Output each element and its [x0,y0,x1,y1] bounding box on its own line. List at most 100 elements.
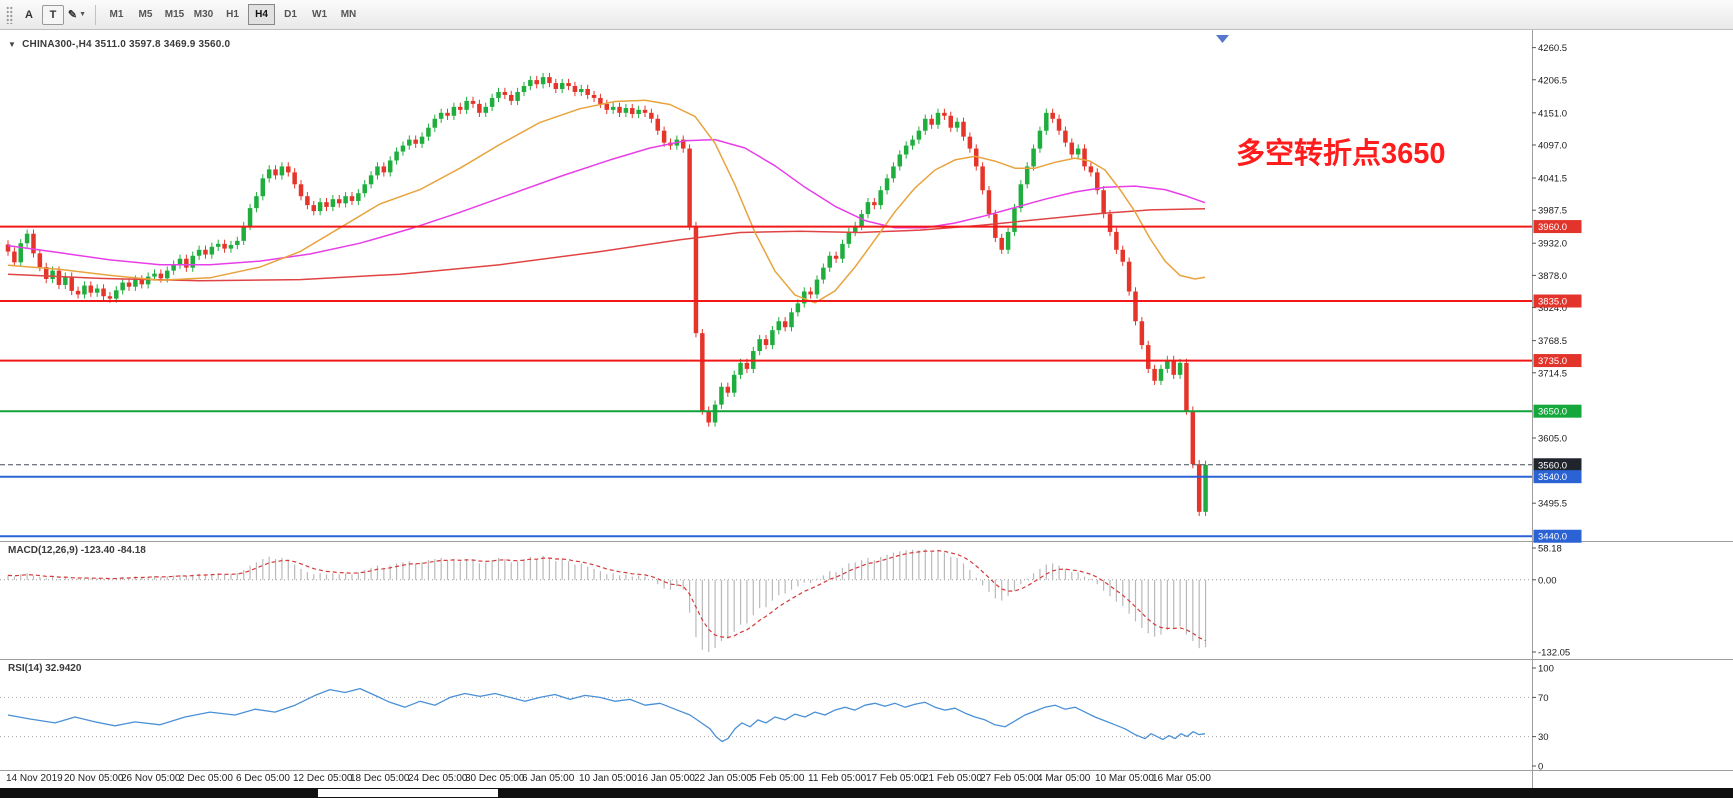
time-axis[interactable]: 14 Nov 2019 20 Nov 05:00 26 Nov 05:00 2 Dec… [0,773,1733,788]
candle-body [808,291,813,295]
price-axis-label: 3495.5 [1538,499,1567,510]
candle-body [954,121,960,128]
candle-body [464,100,469,110]
taskbar[interactable] [0,788,1733,798]
candle-body [171,264,176,271]
chart-annotation-text[interactable]: 多空转折点3650 [1236,138,1446,170]
taskbar-active-window[interactable] [318,789,498,797]
time-axis-label: 22 Jan 05:00 [694,773,752,784]
candle-body [37,253,43,268]
candle-body [878,190,883,206]
tf-button-mn[interactable]: MN [340,9,357,20]
candle-body [776,321,782,331]
candle-body [782,321,788,328]
price-axis-label: 4206.5 [1538,75,1567,86]
tf-button-w1[interactable]: W1 [312,9,327,20]
candle-body [744,362,750,369]
candle-body [260,178,266,197]
collapse-triangle-icon[interactable]: ▼ [8,40,17,49]
candle-body [961,121,966,137]
tf-button-m30[interactable]: M30 [193,9,214,20]
tf-button-m5[interactable]: M5 [138,9,153,20]
candle-body [948,115,954,128]
chart-title: ▼ CHINA300-,H4 3511.0 3597.8 3469.9 3560… [8,39,230,50]
candle-body [763,339,769,346]
candle-body [413,139,418,144]
chart-ohlc-values: 3511.0 3597.8 3469.9 3560.0 [94,39,231,50]
candle-body [859,214,864,226]
tf-button-m15[interactable]: M15 [164,9,185,20]
candle-body [910,139,915,146]
candle-body [1120,249,1125,262]
macd-axis-label: 0.00 [1538,575,1557,586]
price-badge-label: 3735.0 [1538,356,1567,367]
price-badge-label: 3540.0 [1538,472,1567,483]
candle-body [852,225,858,232]
candle-body [1056,118,1062,131]
candle-body [209,246,215,255]
chart-shift-marker-icon[interactable] [1216,35,1229,43]
candle-body [1024,166,1030,185]
candle-body [999,237,1004,250]
candle-body [50,270,55,279]
candle-body [547,77,552,84]
text-tool-button[interactable]: T [42,4,64,25]
candle-body [572,86,578,92]
tf-button-d1[interactable]: D1 [284,9,297,20]
toolbar-separator [95,4,96,25]
candle-body [362,184,367,194]
candle-body [973,148,979,167]
price-axis-label: 3987.5 [1538,206,1567,217]
candle-body [1075,148,1081,155]
candle-body [789,312,794,328]
candle-body [700,333,705,411]
candle-body [1037,130,1043,149]
candles-layer [5,72,1208,516]
candle-body [477,103,482,113]
ma-medium-magenta [7,138,1206,266]
candle-body [31,233,36,254]
time-axis-label: 16 Jan 05:00 [637,773,695,784]
candle-body [317,202,323,212]
price-axis-label: 3932.0 [1538,239,1567,250]
candle-body [540,77,546,85]
candle-body [636,109,641,115]
candle-body [891,166,896,179]
candle-body [1190,410,1196,465]
arrow-tool-button[interactable]: A [25,8,33,21]
candle-body [241,225,246,241]
main-toolbar: A T ✎ ▼ M1 M5 M15 M30 H1 H4 D1 W1 MN [0,0,1733,30]
toolbar-grip[interactable] [6,5,13,24]
candle-body [330,199,336,207]
candle-body [916,130,922,140]
axes-layer: 4260.5 4206.5 4151.0 4097.0 4041.5 3987.5 3932… [0,30,1733,788]
time-axis-label: 30 Dec 05:00 [465,773,525,784]
candle-body [865,202,871,215]
tf-button-h4[interactable]: H4 [248,4,275,25]
candle-body [1101,190,1106,215]
candle-body [247,208,253,226]
candle-body [712,404,718,423]
candle-body [833,255,839,259]
candle-body [680,139,686,149]
candle-body [394,151,399,161]
tf-button-h1[interactable]: H1 [226,9,239,20]
candle-body [496,91,501,98]
draw-tool-button[interactable]: ✎ ▼ [66,4,88,26]
horizontal-lines-layer [0,225,1532,538]
time-axis-label: 10 Jan 05:00 [579,773,637,784]
price-badge-label: 3560.0 [1538,460,1567,471]
tf-button-m1[interactable]: M1 [109,9,124,20]
candle-body [1069,142,1075,155]
candle-body [515,91,520,101]
time-axis-label: 26 Nov 05:00 [121,773,181,784]
candle-body [693,225,699,334]
pen-tool-icon: ✎ [67,9,78,21]
price-badge-3835 [1533,294,1582,308]
candle-body [1005,231,1011,250]
time-axis-label: 16 Mar 05:00 [1152,773,1211,784]
candle-body [502,91,508,95]
candle-body [458,106,463,110]
